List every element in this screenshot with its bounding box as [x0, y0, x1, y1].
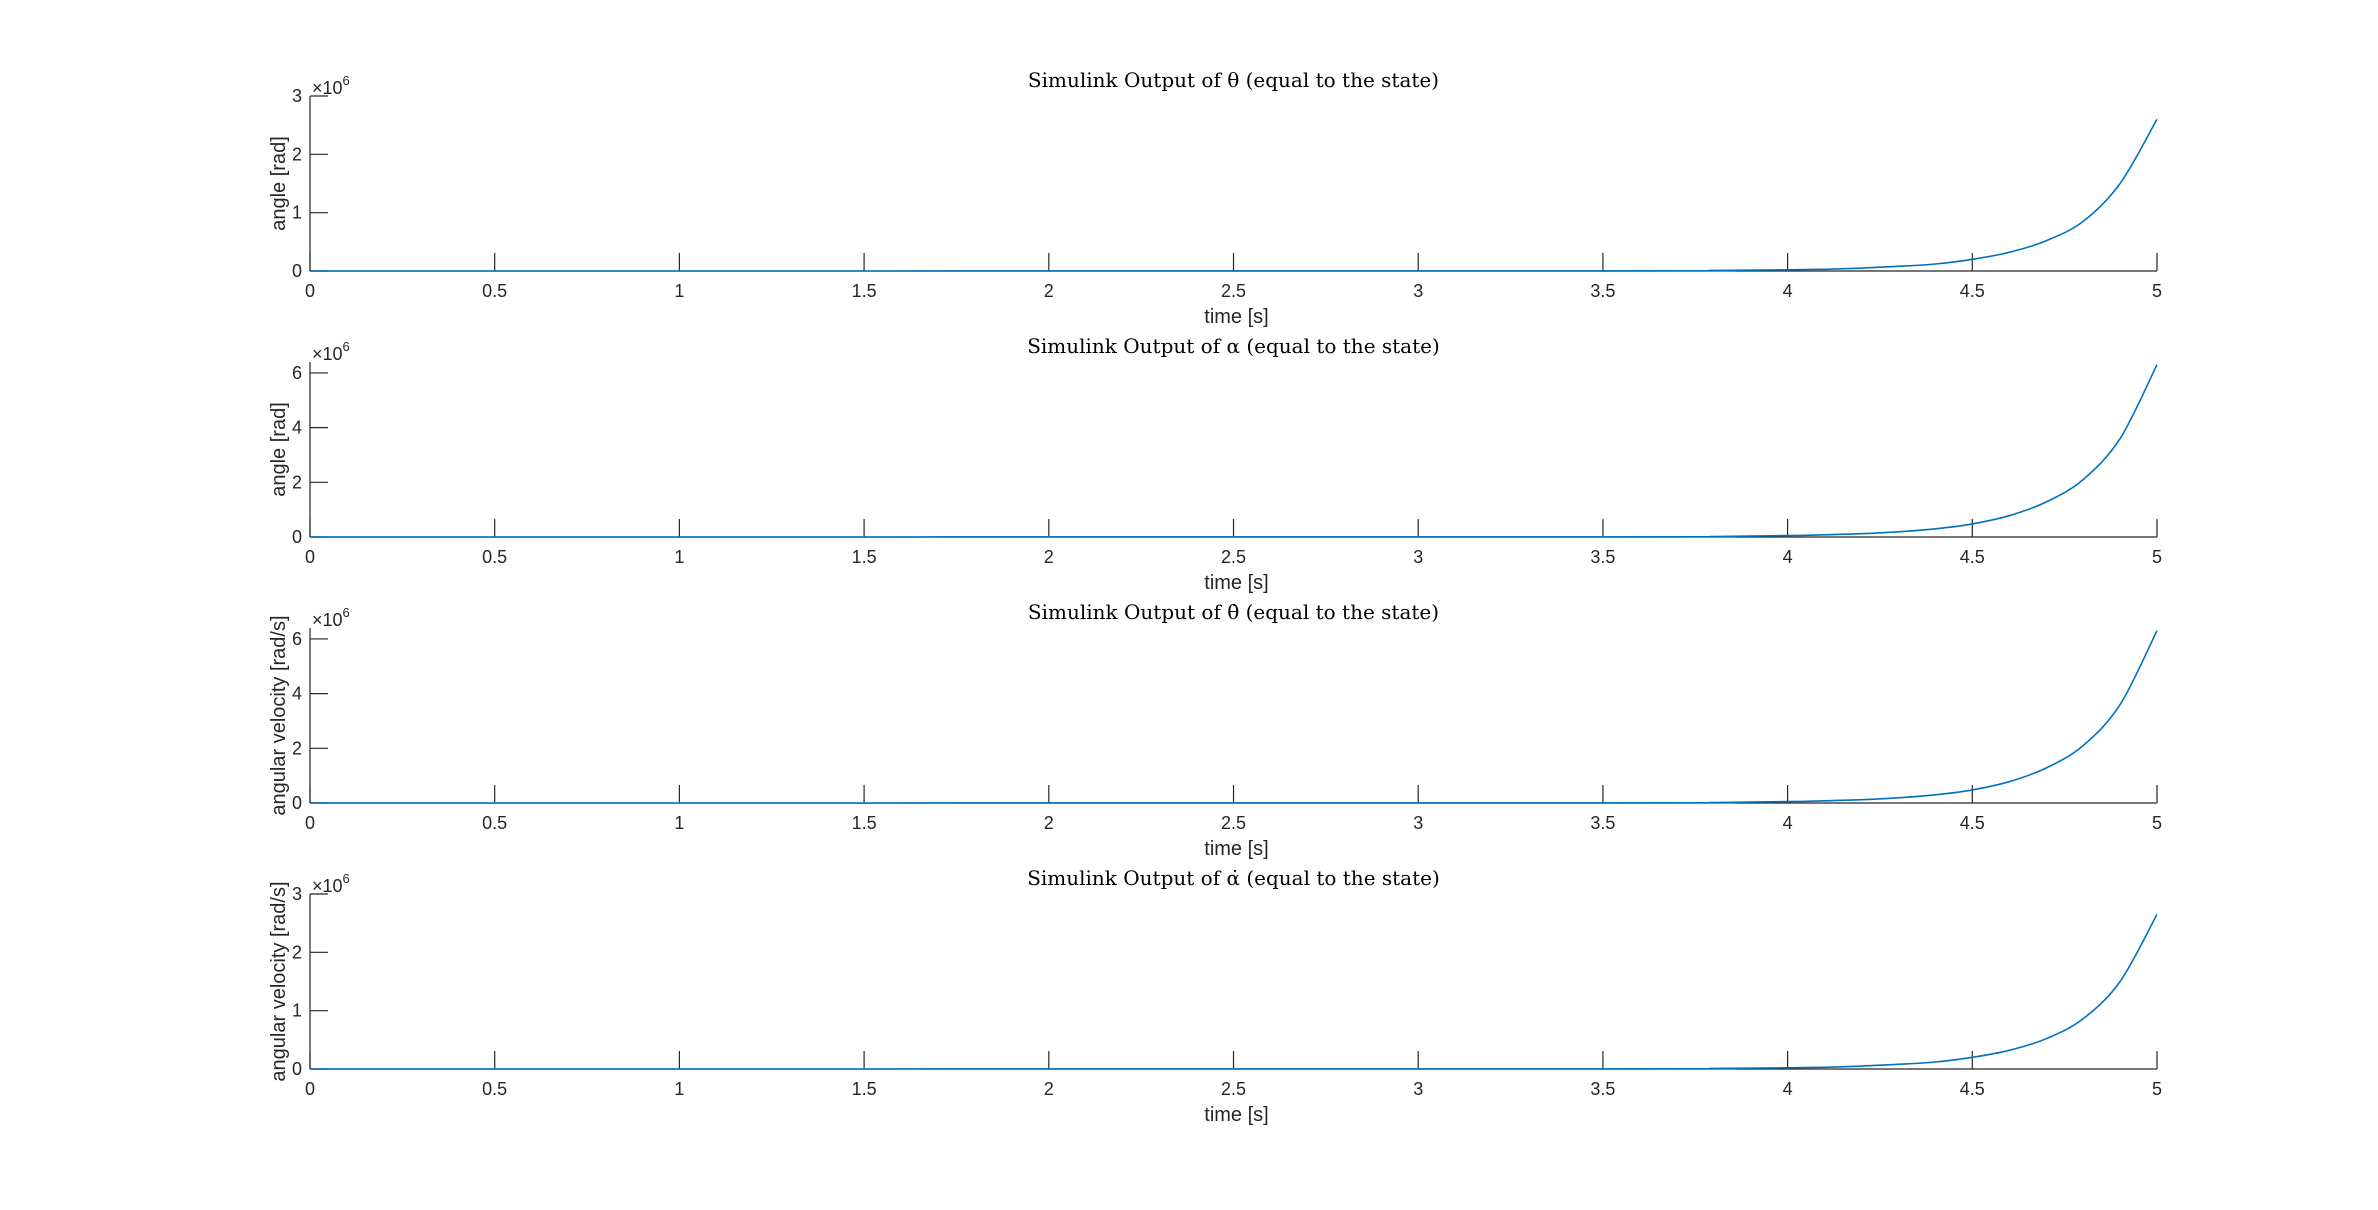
- x-tick-label: 5: [2152, 281, 2162, 301]
- y-tick-label: 0: [292, 261, 302, 281]
- y-tick-label: 2: [292, 738, 302, 758]
- y-tick-label: 2: [292, 144, 302, 164]
- y-tick-label: 4: [292, 684, 302, 704]
- x-tick-label: 2: [1044, 813, 1054, 833]
- y-axis-label: angular velocity [rad/s]: [268, 881, 290, 1081]
- x-tick-label: 2: [1044, 281, 1054, 301]
- x-tick-label: 0.5: [482, 1079, 507, 1099]
- x-axis-label: time [s]: [1204, 838, 1268, 860]
- y-tick-label: 2: [292, 472, 302, 492]
- x-tick-label: 3: [1413, 1079, 1423, 1099]
- x-tick-label: 3.5: [1590, 813, 1615, 833]
- y-axis-label: angle [rad]: [268, 402, 290, 497]
- x-tick-label: 3.5: [1590, 547, 1615, 567]
- y-tick-label: 1: [292, 203, 302, 223]
- exponent-power: 6: [343, 871, 350, 886]
- y-tick-label: 2: [292, 942, 302, 962]
- exponent-base: ×10: [312, 78, 343, 98]
- plot-title: Simulink Output of θ̇ (equal to the stat…: [1028, 600, 1439, 624]
- subplot-2: Simulink Output of α (equal to the state…: [268, 334, 2162, 594]
- x-tick-label: 3: [1413, 813, 1423, 833]
- plot-title: Simulink Output of θ (equal to the state…: [1028, 68, 1439, 92]
- x-tick-label: 1: [674, 813, 684, 833]
- x-tick-label: 3.5: [1590, 1079, 1615, 1099]
- plot-title: Simulink Output of α̇ (equal to the stat…: [1027, 866, 1440, 890]
- x-tick-label: 4: [1783, 281, 1793, 301]
- x-tick-label: 4.5: [1960, 547, 1985, 567]
- x-tick-label: 1.5: [852, 547, 877, 567]
- x-tick-label: 4.5: [1960, 813, 1985, 833]
- y-axis-label: angular velocity [rad/s]: [268, 615, 290, 815]
- subplot-1: Simulink Output of θ (equal to the state…: [268, 68, 2162, 328]
- x-tick-label: 3: [1413, 547, 1423, 567]
- x-tick-label: 4.5: [1960, 1079, 1985, 1099]
- x-tick-label: 2.5: [1221, 813, 1246, 833]
- exponent-power: 6: [343, 73, 350, 88]
- series-line-1: [309, 118, 2158, 272]
- x-axis-label: time [s]: [1204, 306, 1268, 328]
- series-line-1: [309, 630, 2158, 804]
- x-tick-label: 3: [1413, 281, 1423, 301]
- x-tick-label: 2: [1044, 547, 1054, 567]
- x-tick-label: 4: [1783, 1079, 1793, 1099]
- x-axis-label: time [s]: [1204, 572, 1268, 594]
- subplot-3: Simulink Output of θ̇ (equal to the stat…: [268, 600, 2162, 860]
- exponent-power: 6: [343, 605, 350, 620]
- x-tick-label: 0: [305, 547, 315, 567]
- x-tick-label: 0: [305, 1079, 315, 1099]
- x-tick-label: 1: [674, 1079, 684, 1099]
- x-tick-label: 0.5: [482, 547, 507, 567]
- x-tick-label: 5: [2152, 813, 2162, 833]
- y-tick-label: 4: [292, 418, 302, 438]
- x-axis-label: time [s]: [1204, 1104, 1268, 1126]
- plot-title: Simulink Output of α (equal to the state…: [1027, 334, 1440, 358]
- y-tick-label: 6: [292, 363, 302, 383]
- x-tick-label: 3.5: [1590, 281, 1615, 301]
- x-tick-label: 0: [305, 281, 315, 301]
- x-tick-label: 1: [674, 547, 684, 567]
- y-tick-label: 1: [292, 1001, 302, 1021]
- subplots: Simulink Output of θ (equal to the state…: [268, 68, 2162, 1126]
- x-tick-label: 5: [2152, 1079, 2162, 1099]
- y-tick-label: 3: [292, 86, 302, 106]
- series-line-1: [309, 364, 2158, 538]
- x-tick-label: 0: [305, 813, 315, 833]
- y-exponent-label: ×106: [312, 339, 350, 364]
- x-tick-label: 5: [2152, 547, 2162, 567]
- y-exponent-label: ×106: [312, 73, 350, 98]
- exponent-base: ×10: [312, 610, 343, 630]
- x-tick-label: 0.5: [482, 281, 507, 301]
- x-tick-label: 2.5: [1221, 1079, 1246, 1099]
- x-tick-label: 1.5: [852, 1079, 877, 1099]
- y-tick-label: 6: [292, 629, 302, 649]
- y-tick-label: 0: [292, 1059, 302, 1079]
- x-tick-label: 2.5: [1221, 547, 1246, 567]
- x-tick-label: 0.5: [482, 813, 507, 833]
- y-tick-label: 0: [292, 793, 302, 813]
- x-tick-label: 1.5: [852, 281, 877, 301]
- x-tick-label: 4.5: [1960, 281, 1985, 301]
- y-tick-label: 0: [292, 527, 302, 547]
- subplot-4: Simulink Output of α̇ (equal to the stat…: [268, 866, 2162, 1126]
- series-line-1: [309, 914, 2158, 1070]
- x-tick-label: 1: [674, 281, 684, 301]
- exponent-base: ×10: [312, 876, 343, 896]
- x-tick-label: 1.5: [852, 813, 877, 833]
- y-axis-label: angle [rad]: [268, 136, 290, 231]
- y-tick-label: 3: [292, 884, 302, 904]
- x-tick-label: 4: [1783, 547, 1793, 567]
- x-tick-label: 2.5: [1221, 281, 1246, 301]
- exponent-power: 6: [343, 339, 350, 354]
- exponent-base: ×10: [312, 344, 343, 364]
- y-exponent-label: ×106: [312, 871, 350, 896]
- x-tick-label: 4: [1783, 813, 1793, 833]
- y-exponent-label: ×106: [312, 605, 350, 630]
- x-tick-label: 2: [1044, 1079, 1054, 1099]
